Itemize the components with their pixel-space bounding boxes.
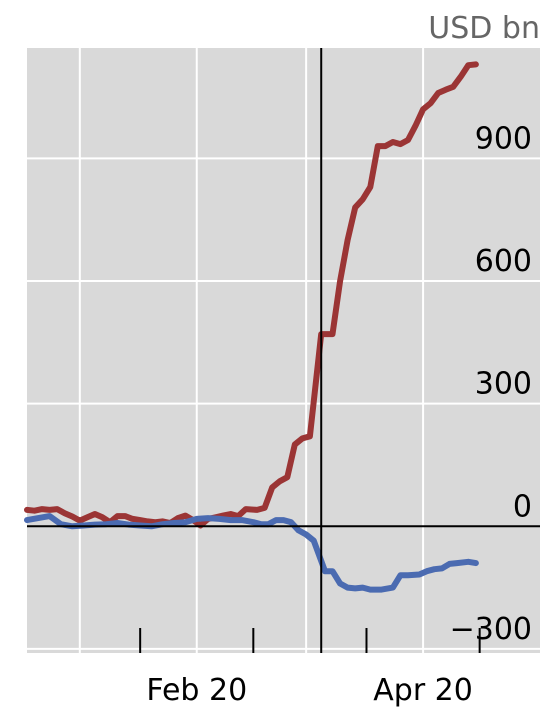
y-tick-label: 0 <box>513 489 532 524</box>
horizontal-gridlines <box>27 157 540 650</box>
vertical-gridlines <box>78 48 425 653</box>
y-tick-label: 600 <box>475 244 532 279</box>
y-tick-label: 900 <box>475 121 532 156</box>
x-tick-label: Feb 20 <box>146 673 247 708</box>
plot-area <box>27 48 540 653</box>
unit-label: USD bn <box>428 11 540 46</box>
y-tick-label: −300 <box>450 612 532 647</box>
series-line <box>24 513 479 593</box>
tick-labels: 900 600 300 0 −300 Feb 20 Apr 20 <box>146 121 532 708</box>
series-lines <box>24 61 479 593</box>
y-tick-label: 300 <box>475 367 532 402</box>
series-line <box>24 61 479 529</box>
x-tick-label: Apr 20 <box>373 673 473 708</box>
axes <box>27 48 540 653</box>
